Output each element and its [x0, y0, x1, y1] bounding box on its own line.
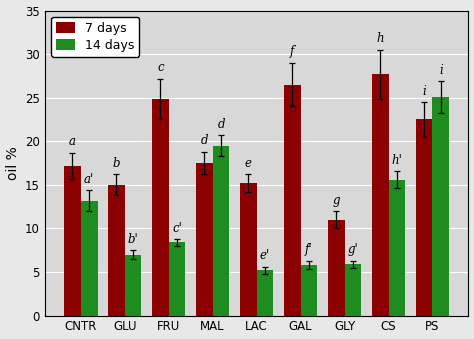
Bar [416, 119, 432, 316]
Bar [169, 242, 185, 316]
Bar [240, 183, 256, 316]
Text: g': g' [347, 243, 358, 256]
Text: e': e' [260, 250, 270, 262]
Bar [213, 146, 229, 316]
Bar [108, 185, 125, 316]
Bar [301, 265, 317, 316]
Bar [152, 99, 169, 316]
Bar [345, 264, 361, 316]
Text: i: i [439, 64, 443, 77]
Text: d: d [201, 134, 208, 147]
Text: h': h' [392, 154, 402, 166]
Text: a: a [69, 135, 76, 148]
Bar [328, 220, 345, 316]
Bar [81, 201, 98, 316]
Legend: 7 days, 14 days: 7 days, 14 days [51, 17, 139, 57]
Text: c: c [157, 61, 164, 74]
Text: d: d [217, 118, 225, 131]
Bar [196, 163, 213, 316]
Text: f': f' [305, 243, 313, 256]
Text: b': b' [128, 233, 138, 246]
Bar [432, 97, 449, 316]
Text: a': a' [84, 173, 94, 186]
Text: h: h [376, 33, 384, 45]
Bar [372, 74, 389, 316]
Text: g: g [332, 194, 340, 207]
Bar [64, 166, 81, 316]
Y-axis label: oil %: oil % [6, 146, 19, 180]
Text: b: b [113, 157, 120, 170]
Bar [256, 270, 273, 316]
Text: f: f [290, 45, 294, 59]
Bar [284, 85, 301, 316]
Bar [125, 255, 141, 316]
Text: e: e [245, 157, 252, 170]
Text: i: i [422, 85, 426, 98]
Text: c': c' [172, 221, 182, 235]
Bar [389, 180, 405, 316]
